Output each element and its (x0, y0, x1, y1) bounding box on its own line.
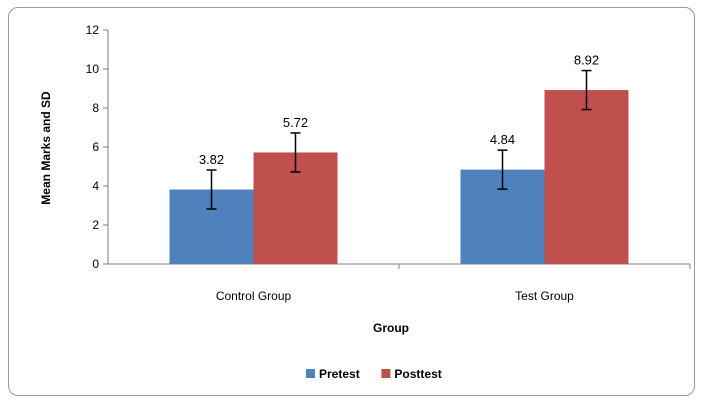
y-tick-label: 8 (92, 101, 99, 115)
bar-posttest-1 (544, 90, 629, 264)
legend-swatch-pretest (306, 369, 315, 378)
x-axis-title: Group (373, 321, 409, 335)
legend-label-posttest: Posttest (394, 367, 441, 381)
y-tick-label: 10 (86, 62, 100, 76)
error-bars (206, 69, 592, 210)
data-labels: 3.82 5.72 4.84 8.92 (199, 53, 599, 167)
category-label-0: Control Group (216, 289, 292, 303)
category-labels: Control Group Test Group (216, 289, 574, 303)
y-axis-title: Mean Marks and SD (39, 91, 53, 205)
legend-swatch-posttest (381, 369, 391, 378)
bars (169, 90, 629, 264)
y-ticks: 0 2 4 6 8 10 12 (86, 23, 108, 271)
y-tick-label: 2 (92, 218, 99, 232)
y-tick-label: 0 (92, 257, 99, 271)
legend: Pretest Posttest (306, 367, 442, 381)
data-label-posttest-0: 5.72 (283, 115, 308, 130)
category-label-1: Test Group (515, 289, 574, 303)
y-tick-label: 6 (92, 140, 99, 154)
y-tick-label: 4 (92, 179, 99, 193)
y-tick-label: 12 (86, 23, 100, 37)
legend-label-pretest: Pretest (319, 367, 360, 381)
data-label-pretest-1: 4.84 (490, 132, 515, 147)
data-label-pretest-0: 3.82 (199, 152, 224, 167)
data-label-posttest-1: 8.92 (574, 53, 599, 68)
